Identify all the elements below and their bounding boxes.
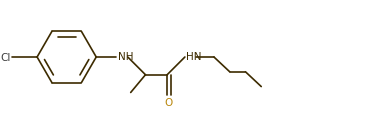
Text: HN: HN [186, 52, 202, 61]
Text: NH: NH [118, 51, 134, 61]
Text: O: O [165, 98, 173, 107]
Text: Cl: Cl [0, 53, 11, 62]
